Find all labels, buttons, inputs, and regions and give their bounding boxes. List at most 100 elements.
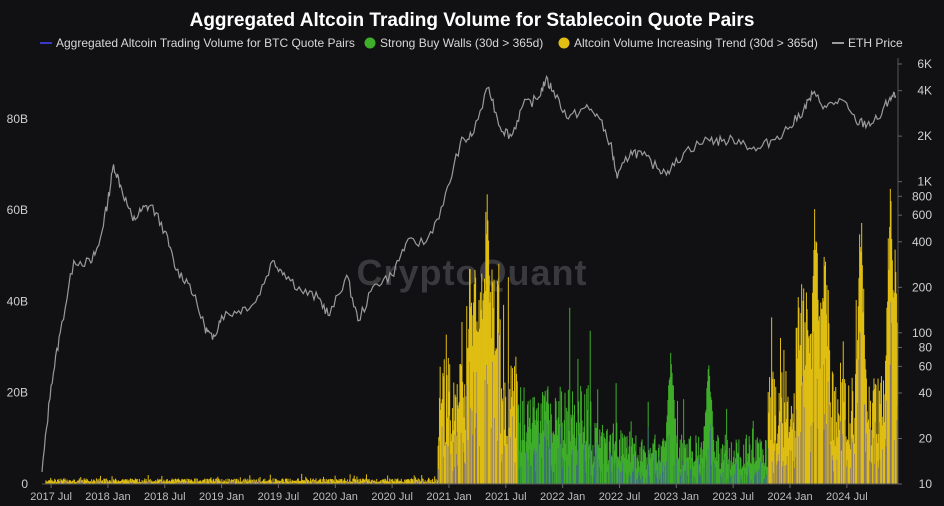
volume-bar (562, 448, 564, 484)
btc-volume-bar (654, 452, 656, 484)
btc-volume-bar (865, 433, 867, 484)
volume-bar (556, 435, 558, 484)
btc-volume-bar (438, 469, 440, 484)
volume-bar (812, 292, 814, 484)
volume-bar (190, 479, 192, 484)
volume-bar (202, 479, 204, 484)
volume-bar (637, 455, 639, 484)
volume-bar (119, 481, 121, 484)
btc-volume-bar (205, 482, 206, 484)
volume-bar (109, 481, 111, 484)
volume-bar (376, 478, 378, 484)
volume-bar (387, 475, 389, 484)
volume-bar (344, 478, 346, 484)
volume-bar (704, 426, 706, 484)
volume-bar (834, 445, 836, 484)
volume-bar (184, 479, 186, 484)
volume-bar (207, 479, 209, 484)
volume-bar (888, 269, 890, 484)
btc-volume-bar (318, 482, 320, 484)
volume-bar (193, 482, 195, 484)
volume-bar (798, 307, 800, 484)
volume-bar (578, 422, 580, 484)
volume-bar (285, 478, 287, 484)
volume-bar (378, 481, 380, 484)
volume-bar (368, 479, 370, 484)
volume-bar (657, 448, 659, 484)
volume-bar (752, 420, 754, 484)
volume-bar (417, 480, 419, 484)
volume-bar (702, 449, 704, 484)
btc-volume-bar (789, 449, 791, 484)
btc-volume-bar (456, 454, 457, 484)
volume-bar (213, 478, 215, 484)
volume-bar (524, 424, 526, 484)
btc-volume-bar (509, 436, 511, 484)
btc-volume-bar (832, 460, 834, 484)
volume-bar (491, 269, 493, 484)
volume-bar (122, 479, 124, 484)
volume-bar (331, 479, 333, 484)
btc-volume-bar (812, 422, 814, 484)
volume-bar (750, 463, 752, 484)
volume-bar (192, 481, 194, 484)
btc-volume-bar (775, 440, 777, 484)
volume-bar (175, 478, 176, 484)
volume-bar (165, 480, 167, 484)
btc-volume-bar (760, 461, 762, 484)
volume-bar (684, 448, 686, 484)
volume-bar (551, 433, 553, 484)
volume-bar (156, 480, 158, 484)
volume-bar (737, 453, 739, 484)
volume-bar (340, 479, 342, 484)
volume-bar (533, 407, 535, 484)
btc-volume-bar (816, 378, 818, 484)
volume-bar (105, 481, 107, 484)
volume-bar (482, 300, 484, 484)
volume-bar (792, 422, 794, 484)
volume-bar (565, 407, 567, 484)
volume-bar (616, 456, 618, 484)
volume-bar (765, 440, 766, 484)
volume-bar (249, 475, 251, 484)
volume-bar (490, 338, 492, 484)
btc-volume-bar (795, 409, 797, 484)
volume-bar (665, 442, 667, 484)
volume-bar (438, 437, 440, 484)
volume-bar (711, 400, 713, 484)
btc-volume-bar (177, 481, 178, 484)
volume-bar (116, 481, 118, 484)
btc-volume-bar (698, 459, 699, 484)
btc-volume-bar (456, 431, 458, 484)
btc-volume-bar (272, 480, 274, 484)
volume-bar (366, 480, 368, 484)
btc-volume-bar (871, 463, 873, 484)
volume-bar (606, 429, 608, 484)
btc-volume-bar (662, 471, 664, 484)
volume-bar (771, 317, 773, 484)
volume-bar (365, 474, 367, 484)
volume-bar (333, 481, 335, 484)
volume-bar (642, 449, 644, 484)
volume-bar (844, 379, 846, 484)
btc-volume-bar (786, 464, 787, 484)
btc-volume-bar (874, 421, 876, 484)
btc-volume-bar (464, 463, 466, 484)
volume-bar (294, 480, 296, 484)
btc-volume-bar (224, 482, 226, 484)
btc-volume-bar (464, 462, 465, 484)
btc-volume-bar (106, 481, 107, 484)
volume-bar (187, 481, 189, 484)
volume-bar (57, 480, 59, 484)
volume-bar (646, 457, 648, 484)
legend: Aggregated Altcoin Trading Volume for BT… (40, 36, 903, 50)
volume-bar (348, 481, 350, 484)
volume-bar (531, 422, 533, 484)
volume-bar (291, 479, 293, 484)
volume-bar (739, 469, 741, 484)
volume-bar (462, 381, 464, 484)
btc-volume-bar (473, 371, 474, 484)
btc-volume-bar (576, 465, 577, 484)
volume-bar (571, 391, 573, 484)
btc-volume-bar (408, 482, 410, 484)
